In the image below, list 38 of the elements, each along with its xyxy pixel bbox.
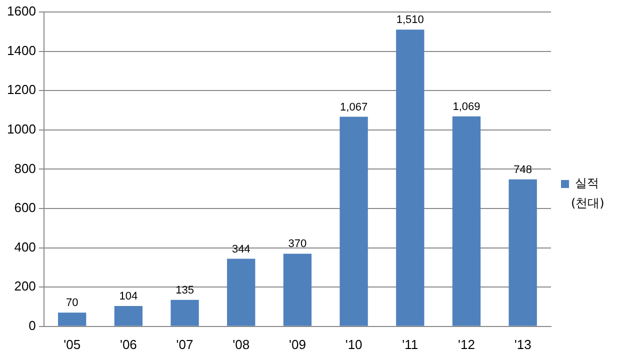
bar — [452, 116, 481, 326]
bar — [283, 254, 312, 326]
y-tick-label: 200 — [14, 278, 36, 294]
bar — [396, 30, 424, 326]
data-label: 1,069 — [452, 100, 480, 113]
y-tick-label: 600 — [14, 200, 36, 216]
data-label: 1,067 — [340, 101, 368, 114]
x-tick-label: '08 — [232, 336, 250, 352]
x-tick-label: '10 — [345, 336, 362, 352]
bar — [170, 300, 199, 326]
bar — [508, 179, 537, 326]
x-tick-label: '11 — [402, 336, 418, 352]
y-tick-label: 800 — [14, 160, 36, 176]
data-label: 370 — [288, 238, 307, 250]
y-tick-label: 1400 — [7, 42, 36, 58]
data-label: 104 — [119, 290, 138, 302]
y-tick-label: 1200 — [7, 82, 36, 98]
data-label: 344 — [232, 243, 250, 256]
legend-label: 실적 — [575, 176, 599, 190]
x-tick-label: '12 — [458, 336, 475, 352]
y-tick-label: 1600 — [7, 4, 36, 19]
data-label: 135 — [176, 284, 194, 296]
x-tick-label: '13 — [514, 336, 532, 352]
bar — [114, 306, 143, 326]
x-tick-label: '09 — [288, 336, 306, 352]
x-tick-label: '07 — [176, 336, 194, 352]
y-tick-label: 400 — [14, 239, 36, 254]
bar — [227, 258, 256, 326]
data-label: 70 — [66, 297, 78, 310]
x-tick-label: '06 — [120, 336, 137, 352]
y-tick-label: 1000 — [7, 121, 36, 136]
y-tick-label: 0 — [28, 318, 36, 333]
data-label: 1,510 — [396, 14, 424, 26]
x-tick-label: '05 — [64, 336, 81, 352]
bar — [58, 312, 86, 326]
data-label: 748 — [514, 164, 532, 176]
text: (천대) — [571, 196, 604, 210]
bar — [340, 116, 368, 326]
